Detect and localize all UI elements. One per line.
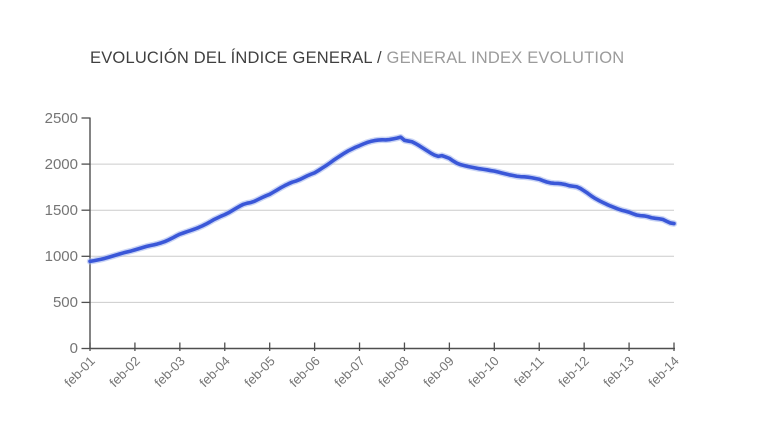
page-title-spanish: EVOLUCIÓN DEL ÍNDICE GENERAL / bbox=[90, 49, 382, 68]
y-axis-tick-label: 2500 bbox=[44, 109, 78, 127]
y-axis-tick-label: 2000 bbox=[44, 155, 78, 173]
page-title: EVOLUCIÓN DEL ÍNDICE GENERAL / GENERAL I… bbox=[90, 49, 624, 68]
index-series-line-halo bbox=[86, 133, 678, 265]
y-axis-tick-label: 500 bbox=[52, 293, 78, 311]
y-axis-tick-label: 1000 bbox=[44, 247, 78, 265]
y-axis-tick-label: 0 bbox=[69, 340, 78, 357]
index-series-line bbox=[88, 135, 676, 264]
y-axis-tick-label: 1500 bbox=[44, 201, 78, 219]
page-title-english: GENERAL INDEX EVOLUTION bbox=[381, 49, 625, 68]
